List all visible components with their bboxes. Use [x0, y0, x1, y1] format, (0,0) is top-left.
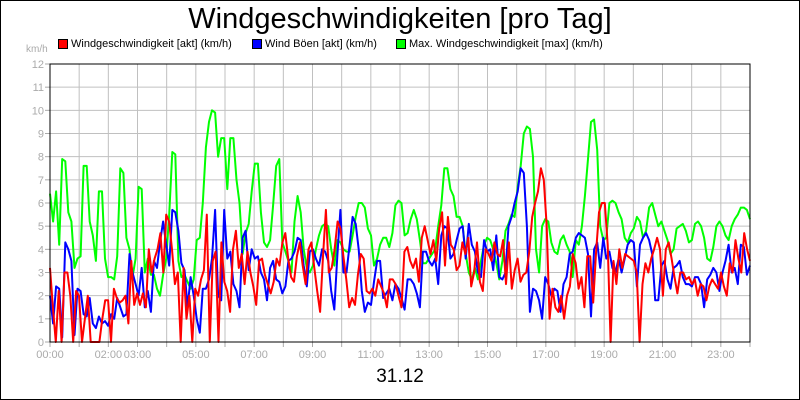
plot-border	[49, 63, 751, 343]
chart-title: Windgeschwindigkeiten [pro Tag]	[188, 3, 612, 35]
y-tick-label: 4	[38, 244, 44, 256]
legend-item-wind-speed: Windgeschwindigkeit [akt] (km/h)	[58, 38, 232, 50]
legend-swatch-blue-icon	[252, 39, 262, 49]
x-tick-label: 03:00	[124, 349, 152, 361]
y-tick-label: 10	[32, 105, 44, 117]
date-label: 31.12	[376, 366, 424, 387]
x-tick-label: 11:00	[357, 349, 384, 361]
x-tick-label: 13:00	[415, 349, 443, 361]
series-line	[49, 167, 751, 339]
legend-item-max-wind-speed: Max. Windgeschwindigkeit [max] (km/h)	[396, 38, 603, 50]
y-tick-label: 7	[38, 175, 44, 187]
y-tick-label: 3	[38, 268, 44, 280]
chart-series	[49, 109, 751, 343]
legend-swatch-red-icon	[58, 39, 68, 49]
x-tick-label: 02:00	[95, 349, 123, 361]
x-tick-label: 05:00	[182, 349, 210, 361]
legend-label: Max. Windgeschwindigkeit [max] (km/h)	[409, 38, 603, 50]
legend-swatch-green-icon	[396, 39, 406, 49]
y-axis-unit-label: km/h	[26, 44, 48, 55]
legend-item-gusts: Wind Böen [akt] (km/h)	[252, 38, 377, 50]
y-tick-label: 6	[38, 198, 44, 210]
x-tick-label: 07:00	[240, 349, 268, 361]
chart-axes	[45, 63, 751, 347]
x-tick-label: 23:00	[707, 349, 735, 361]
x-tick-label: 15:00	[474, 349, 502, 361]
y-tick-label: 2	[38, 291, 44, 303]
x-tick-label: 00:00	[36, 349, 64, 361]
y-tick-label: 0	[38, 337, 44, 349]
y-tick-label: 8	[38, 152, 44, 164]
x-tick-label: 09:00	[299, 349, 327, 361]
x-tick-label: 19:00	[590, 349, 618, 361]
x-tick-label: 17:00	[532, 349, 560, 361]
y-tick-label: 5	[38, 221, 44, 233]
y-tick-label: 12	[32, 59, 44, 71]
legend-label: Wind Böen [akt] (km/h)	[265, 38, 377, 50]
series-line	[49, 167, 751, 343]
x-tick-label: 21:00	[649, 349, 677, 361]
y-tick-label: 9	[38, 129, 44, 141]
y-tick-label: 1	[38, 314, 44, 326]
y-tick-label: 11	[33, 82, 44, 94]
legend-label: Windgeschwindigkeit [akt] (km/h)	[71, 38, 232, 50]
